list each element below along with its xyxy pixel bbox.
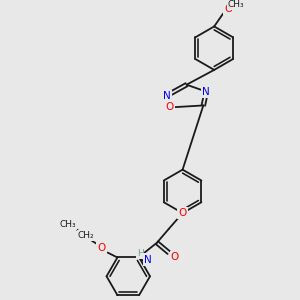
Text: N: N xyxy=(144,254,152,265)
Text: CH₂: CH₂ xyxy=(77,231,94,240)
Text: CH₃: CH₃ xyxy=(228,0,244,9)
Text: H: H xyxy=(137,249,143,258)
Text: N: N xyxy=(202,87,210,97)
Text: O: O xyxy=(224,4,232,14)
Text: N: N xyxy=(163,91,171,100)
Text: O: O xyxy=(166,102,174,112)
Text: O: O xyxy=(98,243,106,253)
Text: O: O xyxy=(171,251,179,262)
Text: CH₃: CH₃ xyxy=(60,220,76,230)
Text: O: O xyxy=(178,208,187,218)
